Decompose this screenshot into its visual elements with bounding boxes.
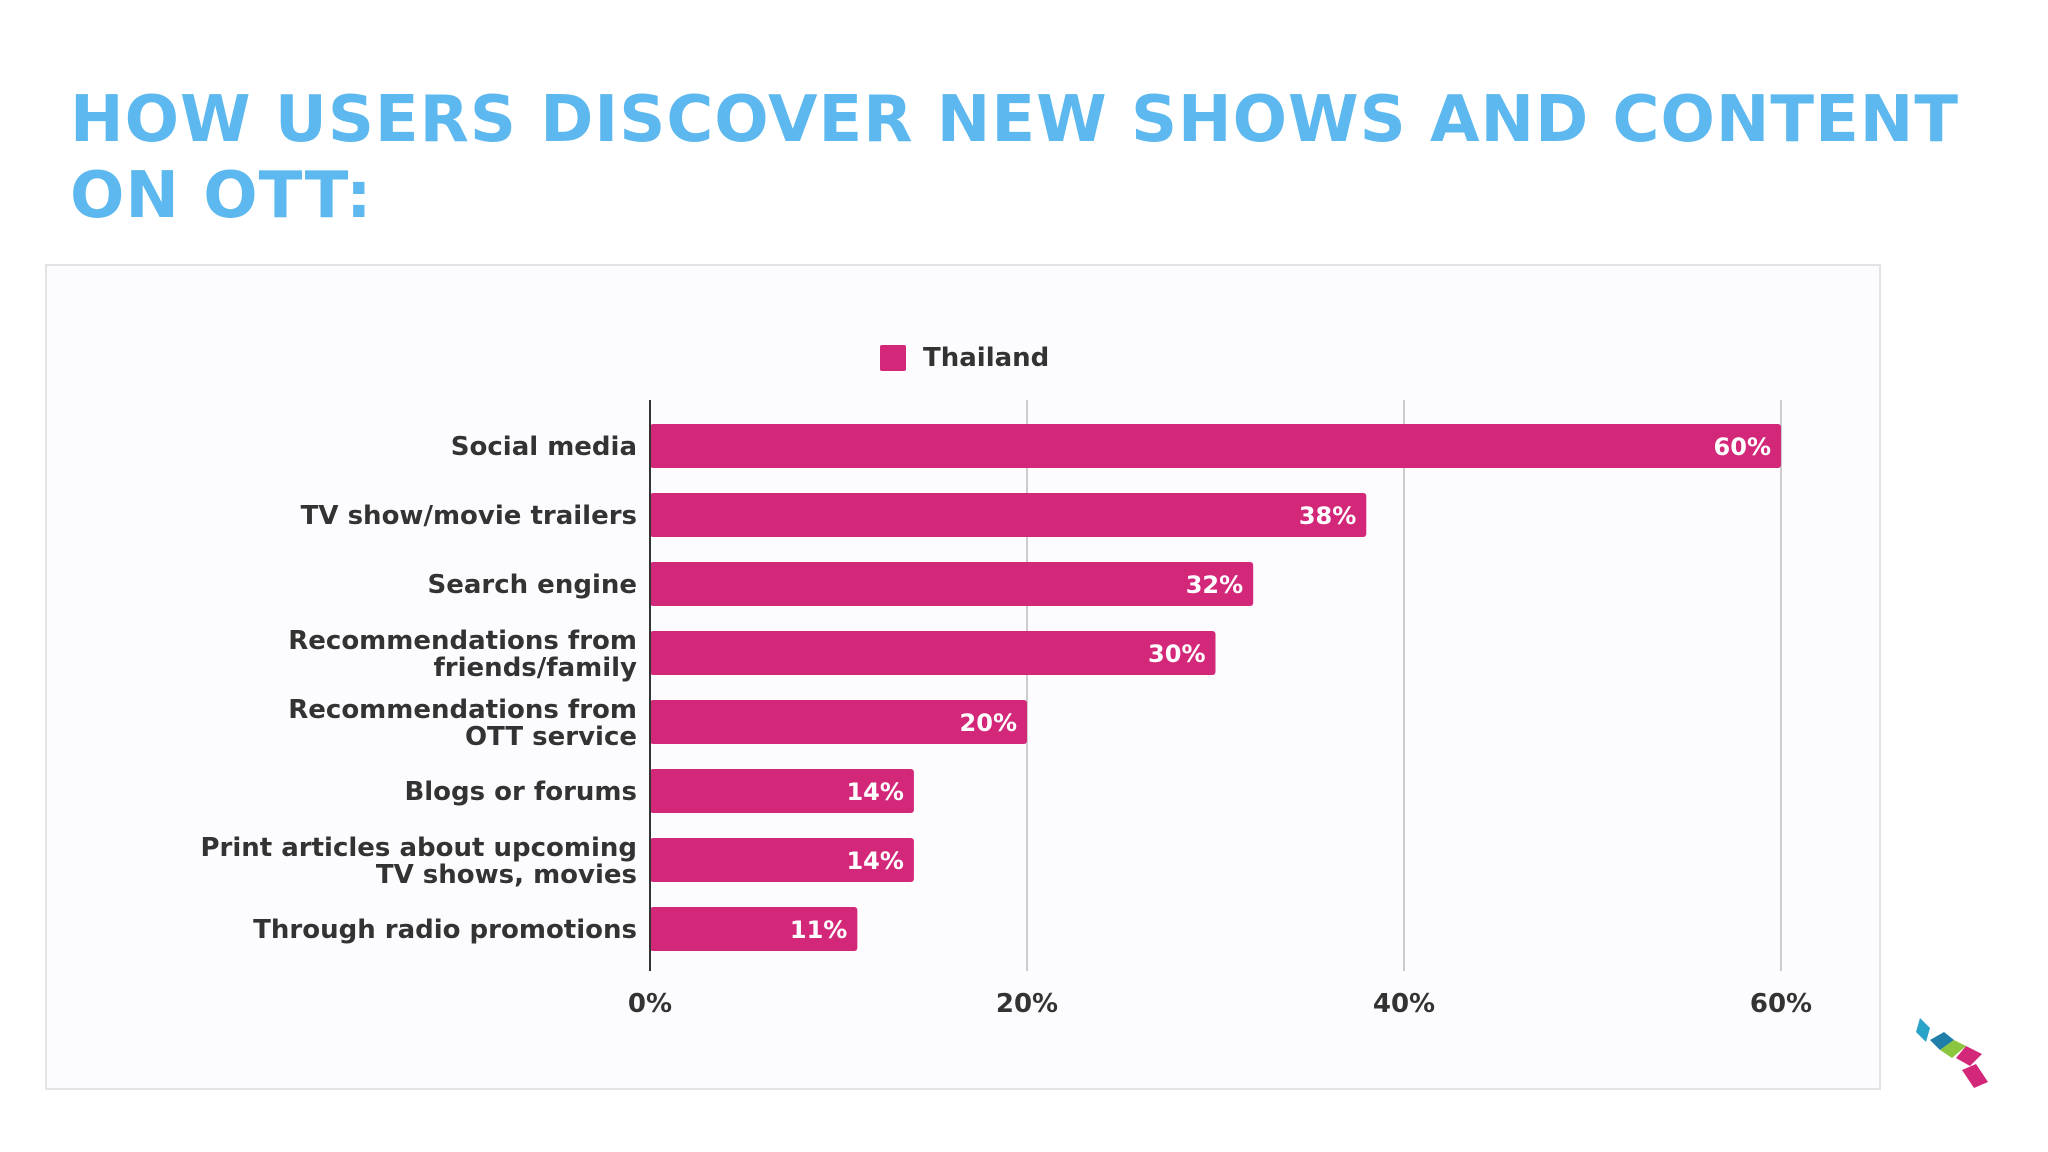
brand-logo-icon bbox=[1916, 1018, 1988, 1088]
category-label-line: Recommendations from bbox=[288, 626, 637, 656]
bar bbox=[650, 769, 914, 813]
category-label: Search engine bbox=[427, 570, 637, 600]
bar bbox=[650, 700, 1027, 744]
slide-title: HOW USERS DISCOVER NEW SHOWS AND CONTENT… bbox=[70, 83, 1959, 233]
bar bbox=[650, 562, 1254, 606]
bar-value-label: 14% bbox=[846, 847, 903, 875]
category-label: TV show/movie trailers bbox=[301, 501, 637, 531]
category-label-line: Print articles about upcoming bbox=[200, 833, 637, 863]
bar-value-label: 60% bbox=[1714, 433, 1771, 461]
x-tick-label: 40% bbox=[1373, 989, 1435, 1019]
category-label: Recommendations from OTT service bbox=[288, 695, 637, 752]
category-label: Social media bbox=[451, 432, 637, 462]
x-tick-label: 20% bbox=[996, 989, 1058, 1019]
bar-value-label: 38% bbox=[1299, 502, 1356, 530]
bar bbox=[650, 493, 1367, 537]
bar-value-label: 30% bbox=[1148, 640, 1205, 668]
bar-value-label: 11% bbox=[790, 916, 847, 944]
x-tick-label: 0% bbox=[628, 989, 672, 1019]
bar bbox=[650, 907, 858, 951]
category-label: Blogs or forums bbox=[404, 777, 637, 807]
bar bbox=[650, 838, 914, 882]
bar bbox=[650, 631, 1216, 675]
bar-value-label: 32% bbox=[1186, 571, 1243, 599]
category-label-line: friends/family bbox=[434, 653, 638, 683]
legend-swatch bbox=[880, 345, 906, 371]
legend-label: Thailand bbox=[923, 343, 1049, 373]
bar-value-label: 20% bbox=[960, 709, 1017, 737]
category-label-line: TV shows, movies bbox=[376, 860, 637, 890]
chart-container: 0% 20% 40% 60% Thailand 60% Social media 38% TV … bbox=[45, 264, 1881, 1090]
bar bbox=[650, 424, 1781, 468]
category-label-line: Recommendations from bbox=[288, 695, 637, 725]
category-label: Recommendations from friends/family bbox=[288, 626, 637, 683]
x-tick-label: 60% bbox=[1750, 989, 1812, 1019]
category-label: Through radio promotions bbox=[253, 915, 637, 945]
bar-value-label: 14% bbox=[846, 778, 903, 806]
bar-chart: 0% 20% 40% 60% Thailand 60% Social media 38% TV … bbox=[200, 343, 1812, 1019]
category-label: Print articles about upcoming TV shows, m… bbox=[200, 833, 637, 890]
category-label-line: OTT service bbox=[465, 722, 637, 752]
